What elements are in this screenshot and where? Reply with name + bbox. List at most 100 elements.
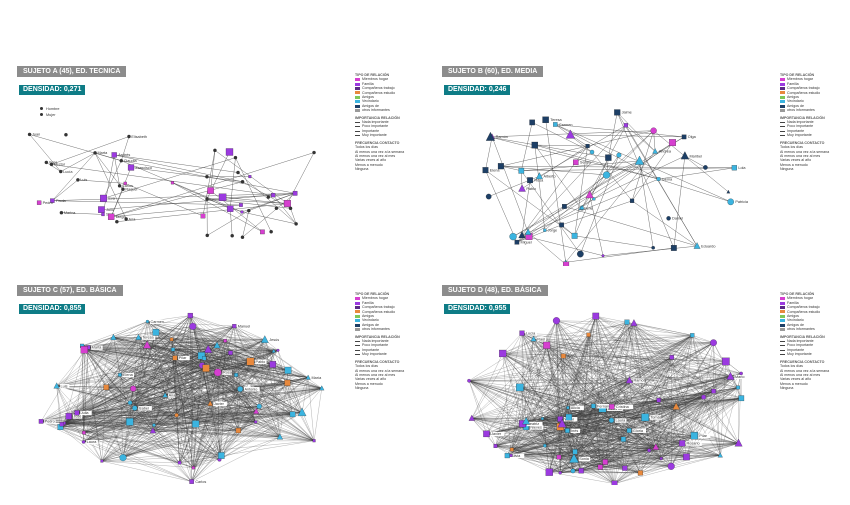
legend-label: Poco importante [787, 124, 814, 129]
edge [190, 315, 279, 351]
edge [692, 335, 721, 456]
edge [192, 326, 315, 441]
edge [649, 373, 742, 451]
network-node [100, 194, 107, 202]
edge [580, 334, 589, 471]
legend-item: Amigos de [355, 104, 421, 108]
node-label: Julio [106, 208, 114, 212]
legend-swatch [780, 297, 785, 301]
edge [221, 430, 239, 456]
edge [147, 315, 191, 346]
node-label: Raquel [125, 188, 137, 192]
network-node [681, 134, 687, 140]
edge [179, 459, 220, 463]
legend-item: Compañeros estudio [780, 310, 846, 314]
legend-item: Compañeros trabajo [780, 86, 846, 90]
legend-line [780, 121, 785, 123]
network-node [101, 212, 105, 217]
edge [46, 162, 61, 172]
network-node [204, 344, 213, 353]
node-label-bg [570, 428, 580, 434]
legend-swatch [780, 86, 785, 90]
edge [521, 145, 588, 189]
legend-item: Familia [780, 301, 846, 305]
edge [101, 349, 174, 462]
edge [580, 323, 635, 471]
edge [502, 353, 714, 392]
network-node [256, 403, 262, 409]
node-label: Javier [214, 402, 225, 406]
legend-label: Familia [787, 81, 799, 86]
legend-swatch [780, 95, 785, 99]
node-label-bg [255, 359, 267, 364]
edge [259, 351, 274, 407]
legend-item: Al menos una vez a la semana [780, 369, 846, 373]
network-node [630, 319, 638, 327]
edge [532, 122, 593, 153]
network-node [254, 420, 258, 424]
node-label: Antonio [244, 387, 257, 391]
edge [94, 152, 124, 190]
node-label: Jaime [622, 111, 632, 115]
edge [235, 157, 272, 232]
legend: TIPO DE RELACIÓN Miembros hogar Familia Com… [780, 70, 846, 172]
legend-line [355, 340, 360, 342]
edge [658, 400, 662, 459]
network-node [558, 471, 562, 475]
edge [240, 350, 274, 390]
network-node [111, 152, 117, 158]
network-node [518, 167, 525, 174]
network-node [683, 453, 690, 461]
edge [521, 167, 735, 172]
edge [152, 364, 273, 431]
sex-key-label: Mujer [46, 113, 56, 117]
edge [469, 380, 721, 456]
edge [229, 208, 233, 236]
node-label: Pedro [45, 420, 55, 424]
edge [519, 342, 714, 388]
network-node [560, 353, 566, 359]
edge [560, 342, 714, 473]
edge [106, 387, 315, 441]
network-node [559, 222, 564, 228]
legend-line [355, 121, 360, 123]
edge [658, 167, 735, 180]
edge [605, 335, 693, 463]
edge [82, 337, 114, 347]
node-label-bg [525, 331, 537, 336]
edge [81, 345, 220, 460]
edge [528, 198, 594, 237]
legend-item: Varias veces al año [355, 158, 421, 162]
legend-item: Menos a menudo [780, 382, 846, 386]
edge [565, 247, 674, 263]
edge [560, 361, 726, 427]
nodes: SaraPaulaClaudiaAnaLucíaMartaPedroLuisEv… [27, 132, 316, 239]
legend-swatch [780, 327, 785, 331]
legend-label: Familia [362, 81, 374, 86]
edge [546, 345, 662, 459]
node-label: Ramón [634, 379, 646, 383]
legend-item: Miembros hogar [780, 77, 846, 81]
edge [502, 353, 512, 456]
legend-label: otros informantes [362, 108, 390, 113]
network-node [260, 335, 269, 343]
network-node [36, 200, 42, 205]
network-node [276, 348, 280, 352]
edge [103, 157, 236, 199]
legend-label: Compañeros trabajo [787, 305, 820, 310]
edge [495, 416, 569, 447]
edge [495, 334, 589, 447]
network-node [132, 405, 138, 411]
edge [190, 315, 205, 359]
legend-item: Todos los días [780, 145, 846, 149]
network-node [616, 152, 622, 158]
edge [648, 335, 693, 451]
edge [591, 151, 633, 201]
edge [101, 193, 296, 210]
legend-line [355, 126, 360, 128]
network-node [545, 468, 553, 476]
node-label: Pablo [526, 187, 536, 191]
edge [563, 342, 714, 357]
edges [29, 134, 315, 238]
node-label-bg [91, 345, 103, 350]
